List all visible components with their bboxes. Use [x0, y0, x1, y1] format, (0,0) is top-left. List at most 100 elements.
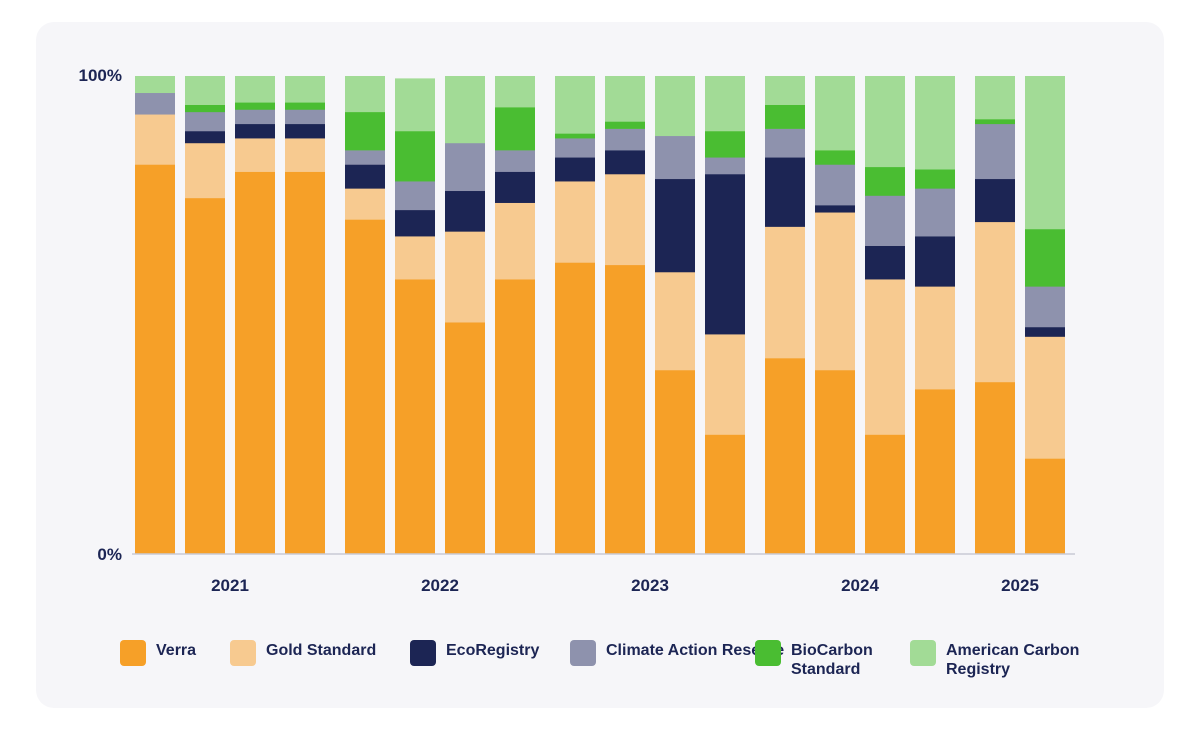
bar-segment-2024-3-s5 — [865, 76, 905, 168]
bar-segment-2024-2-s4 — [815, 150, 855, 165]
bar-segment-2021-2-s3 — [185, 111, 225, 132]
bar-segment-2022-2-s1 — [395, 236, 435, 280]
bar-segment-2022-2-s4 — [395, 130, 435, 182]
legend-item-ecoregistry: EcoRegistry — [410, 640, 539, 666]
bar-segment-2023-3-s0 — [655, 369, 695, 555]
bar-segment-2021-2-s0 — [185, 197, 225, 555]
bar-segment-2021-3-s4 — [235, 102, 275, 110]
legend-item-american-carbon-registry: American Carbon Registry — [910, 640, 1079, 679]
legend-item-verra: Verra — [120, 640, 196, 666]
bar-segment-2021-3-s0 — [235, 171, 275, 555]
bar-segment-2022-3-s1 — [445, 231, 485, 323]
year-label-2025: 2025 — [1001, 576, 1039, 595]
legend-label: BioCarbon Standard — [791, 642, 873, 678]
bar-segment-2023-2-s2 — [605, 150, 645, 175]
legend-swatch — [230, 640, 256, 666]
bar-segment-2022-2-s5 — [395, 78, 435, 132]
bar-segment-2022-4-s1 — [495, 202, 535, 280]
bar-segment-2024-2-s2 — [815, 205, 855, 213]
bar-segment-2023-4-s5 — [705, 76, 745, 132]
legend-item-gold-standard: Gold Standard — [230, 640, 376, 666]
bar-segment-2024-4-s4 — [915, 169, 955, 189]
bar-segment-2021-3-s1 — [235, 138, 275, 172]
bar-segment-2022-3-s2 — [445, 190, 485, 232]
bar-segment-2021-2-s2 — [185, 130, 225, 144]
bar-segment-2024-3-s4 — [865, 166, 905, 196]
year-label-2024: 2024 — [841, 576, 879, 595]
bar-segment-2024-3-s0 — [865, 434, 905, 555]
bar-segment-2023-3-s1 — [655, 271, 695, 371]
legend-swatch — [755, 640, 781, 666]
bar-segment-2021-1-s3 — [135, 92, 175, 115]
bar-segment-2022-1-s2 — [345, 164, 385, 189]
legend-label: Verra — [156, 642, 197, 659]
bar-segment-2025-2-s3 — [1025, 286, 1065, 328]
legend-swatch — [120, 640, 146, 666]
bar-segment-2023-2-s0 — [605, 264, 645, 555]
bar-segment-2022-2-s3 — [395, 181, 435, 211]
bar-segment-2024-2-s3 — [815, 164, 855, 206]
year-label-2023: 2023 — [631, 576, 669, 595]
legend-label: EcoRegistry — [446, 642, 540, 659]
year-label-2021: 2021 — [211, 576, 249, 595]
bar-segment-2024-3-s1 — [865, 279, 905, 435]
bar-segment-2023-1-s4 — [555, 133, 595, 139]
bar-segment-2025-1-s3 — [975, 123, 1015, 180]
year-label-2022: 2022 — [421, 576, 459, 595]
bar-segment-2021-2-s5 — [185, 76, 225, 105]
bar-segment-2023-3-s2 — [655, 178, 695, 273]
bar-segment-2023-1-s5 — [555, 76, 595, 134]
bar-segment-2024-1-s0 — [765, 358, 805, 555]
bar-segment-2021-1-s5 — [135, 76, 175, 94]
bar-segment-2021-4-s0 — [285, 171, 325, 555]
bar-segment-2022-1-s4 — [345, 111, 385, 151]
bar-segment-2024-2-s5 — [815, 76, 855, 151]
bar-segment-2023-1-s1 — [555, 181, 595, 263]
bar-segment-2021-3-s2 — [235, 123, 275, 139]
bar-segment-2023-4-s4 — [705, 130, 745, 158]
bar-segment-2023-2-s4 — [605, 121, 645, 129]
bar-segment-2022-2-s0 — [395, 279, 435, 555]
bar-segment-2025-2-s2 — [1025, 326, 1065, 337]
bar-segment-2021-1-s1 — [135, 114, 175, 165]
bar-segment-2024-3-s2 — [865, 245, 905, 280]
legend-swatch — [410, 640, 436, 666]
bar-segment-2022-3-s0 — [445, 322, 485, 555]
bar-segment-2024-1-s3 — [765, 128, 805, 158]
bar-segment-2024-4-s2 — [915, 236, 955, 287]
bar-segment-2021-1-s0 — [135, 164, 175, 555]
bar-segment-2024-1-s4 — [765, 104, 805, 129]
bar-segment-2024-4-s0 — [915, 389, 955, 555]
year-labels: 2021 2022 2023 2024 2025 — [211, 576, 1039, 595]
bar-segment-2025-2-s1 — [1025, 336, 1065, 459]
bar-segment-2024-4-s3 — [915, 188, 955, 237]
legend-item-biocarbon-standard: BioCarbon Standard — [755, 640, 873, 679]
bar-segment-2021-4-s4 — [285, 102, 325, 110]
bar-segment-2022-4-s3 — [495, 150, 535, 172]
legend-label: American Carbon Registry — [946, 642, 1080, 678]
bar-segment-2022-1-s3 — [345, 150, 385, 165]
bar-segment-2022-1-s5 — [345, 76, 385, 113]
legend-item-climate-action-reserve: Climate Action Reserve — [570, 640, 784, 666]
bar-segment-2021-4-s3 — [285, 109, 325, 125]
bar-segment-2023-3-s3 — [655, 135, 695, 180]
bar-segment-2025-2-s5 — [1025, 76, 1065, 230]
bar-segment-2021-3-s3 — [235, 109, 275, 125]
bar-segment-2025-1-s5 — [975, 76, 1015, 120]
bar-segment-2021-2-s4 — [185, 104, 225, 113]
bar-segment-2025-2-s4 — [1025, 228, 1065, 287]
bar-segment-2023-1-s2 — [555, 157, 595, 182]
bar-segment-2024-2-s1 — [815, 212, 855, 371]
bar-segment-2025-1-s2 — [975, 178, 1015, 223]
bar-segment-2021-3-s5 — [235, 76, 275, 103]
bar-segment-2022-2-s2 — [395, 209, 435, 237]
bars-layer — [135, 76, 1065, 555]
bar-segment-2023-2-s3 — [605, 128, 645, 151]
bar-segment-2024-4-s1 — [915, 286, 955, 390]
bar-segment-2025-1-s4 — [975, 119, 1015, 125]
bar-segment-2024-1-s1 — [765, 226, 805, 359]
bar-segment-2022-1-s0 — [345, 219, 385, 555]
bar-segment-2023-4-s2 — [705, 173, 745, 335]
bar-segment-2024-1-s5 — [765, 76, 805, 105]
